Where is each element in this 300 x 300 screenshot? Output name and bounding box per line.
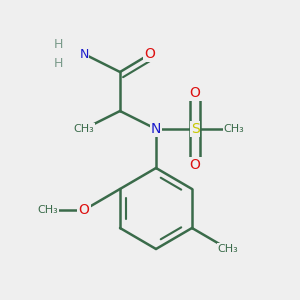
Text: CH₃: CH₃ [218,244,239,254]
Text: O: O [79,203,89,217]
Text: S: S [190,122,200,136]
Text: N: N [79,47,89,61]
Text: H: H [54,38,63,52]
Text: CH₃: CH₃ [38,205,58,215]
Text: N: N [151,122,161,136]
Text: CH₃: CH₃ [224,124,244,134]
Text: H: H [54,56,63,70]
Text: O: O [190,158,200,172]
Text: CH₃: CH₃ [74,124,94,134]
Text: O: O [190,86,200,100]
Text: O: O [145,47,155,61]
